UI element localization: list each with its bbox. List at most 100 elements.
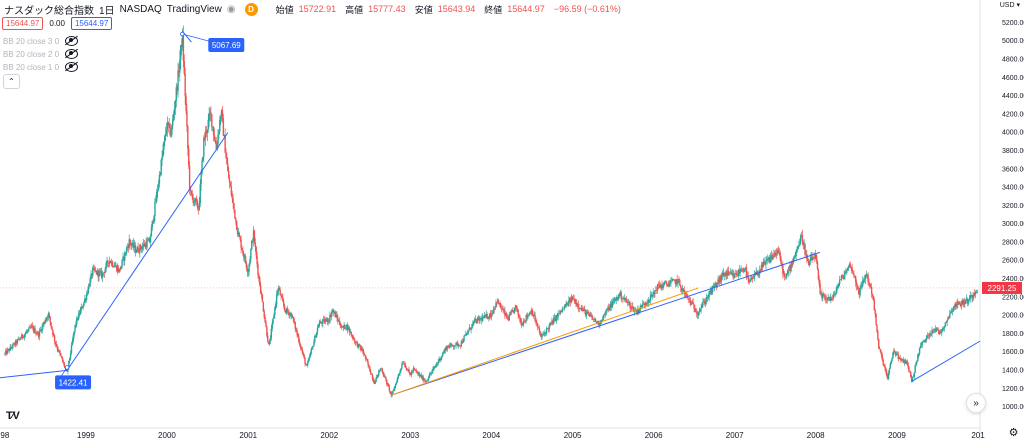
scroll-to-realtime-button[interactable]: » [966,393,986,413]
indicator-row-bb-3[interactable]: BB 20 close 3 0 [3,35,79,47]
candle-body [404,364,407,368]
candle-body [843,275,845,280]
collapse-legend-button[interactable]: ⌃ [3,74,20,89]
candle-body [312,346,314,348]
candle-body [777,249,780,254]
candle-body [112,266,114,268]
candle-body [536,323,538,324]
candle-body [356,342,359,348]
candle-body [319,321,321,324]
candle-body [725,272,727,276]
candle-body [410,371,413,375]
candle-body [212,126,215,136]
candle-body [792,257,795,263]
candle-body [371,374,374,380]
candle-body [838,283,840,287]
candle-body [897,354,899,359]
candle-body [949,312,952,314]
double-chevron-right-icon: » [973,397,979,409]
candle-body [936,328,939,330]
candle-body [783,273,786,277]
candle-body [6,349,9,354]
candle-body [354,341,357,343]
hidden-eye-icon[interactable] [65,62,79,72]
candle-body [458,344,461,346]
interval-label[interactable]: 1日 [99,5,115,17]
candle-body [474,318,477,321]
candle-body [276,291,279,295]
candle-body [477,317,479,319]
candle-body [621,298,623,300]
candle-body [723,272,725,277]
candle-body [651,294,653,297]
candle-body [230,186,233,196]
candle-body [523,320,526,322]
candle-body [71,341,74,345]
candle-body [922,341,924,343]
currency-selector[interactable]: USD ▾ [1000,2,1020,10]
candle-body [910,377,913,383]
candle-body [351,335,353,336]
candle-body [939,332,941,334]
candle-body [182,34,185,62]
candle-body [106,260,108,264]
candle-body [567,303,569,306]
candle-body [208,114,210,121]
candle-body [192,196,194,203]
candle-body [432,368,434,371]
candle-body [529,312,532,314]
candle-body [203,137,205,158]
candle-body [315,332,318,338]
callout-box [208,38,245,53]
candle-body [160,160,162,175]
visibility-eye-icon[interactable]: ◉ [226,3,236,15]
candle-body [313,341,315,347]
candle-body [927,335,930,337]
candle-body [661,284,663,288]
candle-body [413,368,415,370]
indicator-row-bb-2[interactable]: BB 20 close 2 0 [3,48,79,60]
sell-price-button[interactable]: 15644.97 [2,17,44,30]
candle-body [493,309,495,311]
candle-body [470,328,472,330]
candle-body [307,362,309,366]
y-tick-label: 5000.00 [1002,38,1024,45]
candle-body [603,314,606,315]
candle-body [293,321,296,323]
candle-body [23,334,26,338]
candle-body [890,361,892,364]
candle-body [720,275,723,282]
candle-body [502,308,504,311]
candle-body [405,367,407,370]
settings-gear-icon[interactable]: ⚙ [1008,427,1019,439]
candle-body [291,316,294,318]
candle-body [309,353,312,358]
candle-body [181,34,184,48]
candle-body [710,288,712,294]
hidden-eye-icon[interactable] [65,36,79,46]
indicator-row-bb-1[interactable]: BB 20 close 1 0 [3,61,79,73]
candle-body [151,220,154,228]
buy-price-button[interactable]: 15644.97 [70,17,113,30]
symbol-title[interactable]: ナスダック総合指数 [4,5,94,17]
hidden-eye-icon[interactable] [65,49,79,59]
candle-body [944,322,947,327]
candle-body [300,347,303,350]
chevron-down-icon: ▾ [1016,2,1020,9]
candle-body [876,325,878,332]
candle-body [506,317,509,319]
candle-body [99,271,101,273]
candle-body [747,275,749,280]
candle-body [241,248,243,251]
candle-body [168,124,170,126]
candle-body [891,357,893,362]
candle-body [73,331,75,336]
candle-body [863,279,866,282]
candle-body [952,307,955,312]
candle-body [813,257,815,259]
candle-body [906,360,908,363]
candle-body [204,137,206,139]
candle-body [359,344,361,348]
tradingview-logo-icon[interactable]: T⁄V [6,410,20,422]
